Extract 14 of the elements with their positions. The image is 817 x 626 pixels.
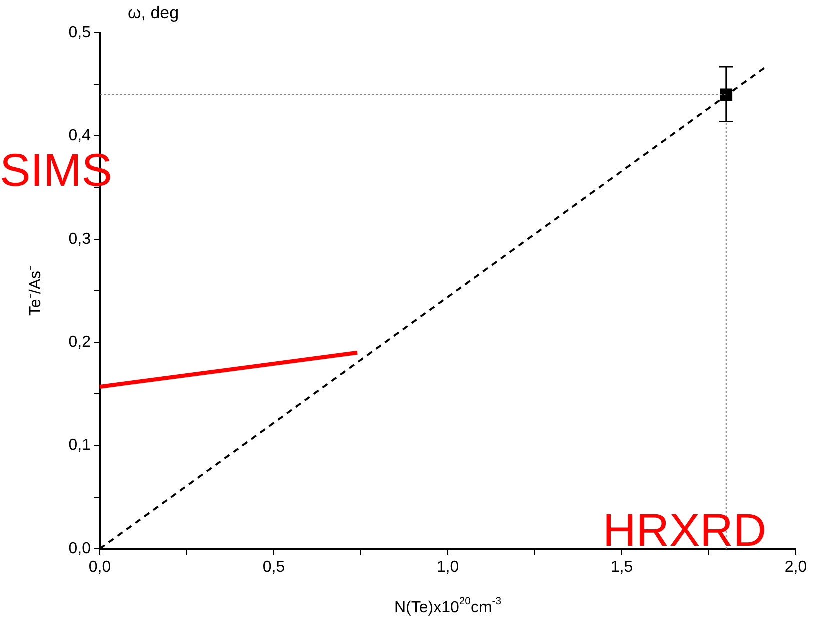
y-tick-label: 0,2 [68, 334, 92, 352]
y-tick-label: 0,3 [68, 230, 92, 248]
text: ω, deg [128, 4, 180, 23]
x-tick-label: 0,5 [262, 559, 286, 576]
y-tick-label: 0,0 [68, 540, 92, 558]
x-tick-label: 1,0 [436, 559, 460, 576]
y-tick-label: 0,5 [68, 24, 92, 42]
y-tick-label: 0,4 [68, 128, 92, 145]
y-axis-title: Te⁻/As⁻ [27, 266, 44, 316]
annotation: HRXRD [603, 504, 767, 556]
x-tick-label: 2,0 [784, 559, 808, 576]
x-tick-label: 1,5 [610, 559, 634, 576]
y-tick-label: 0,1 [68, 437, 92, 454]
x-tick-label: 0,0 [88, 559, 112, 576]
